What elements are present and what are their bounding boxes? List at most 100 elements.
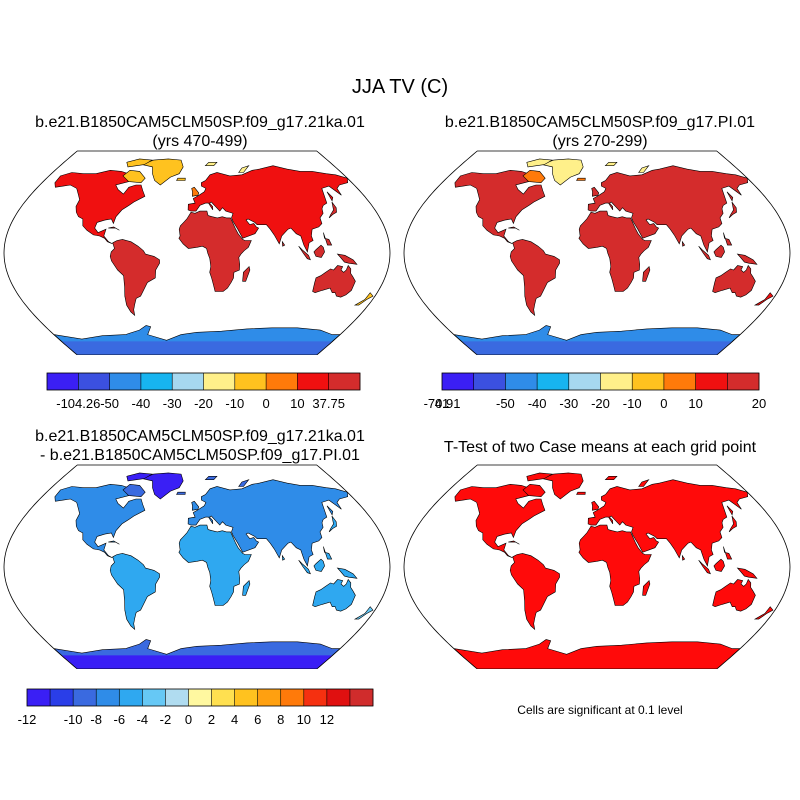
land-south-america <box>509 239 560 317</box>
land-iceland <box>576 177 586 181</box>
land-baffin-island <box>122 483 146 498</box>
land-ellesmere <box>526 472 554 482</box>
colorbar-swatch <box>142 689 166 706</box>
significance-note: Cells are significant at 0.1 level <box>517 703 683 717</box>
colorbar-tick-label: -20 <box>194 396 213 411</box>
map-boundary <box>3 464 391 669</box>
land-eurasia <box>587 165 749 253</box>
colorbar-tick-label: -6 <box>114 712 126 727</box>
land-sri-lanka <box>281 240 286 247</box>
colorbar-swatch <box>203 373 236 390</box>
colorbar-swatch <box>473 373 506 390</box>
land-svalbard <box>604 162 618 166</box>
colorbar-tick-label: 2 <box>208 712 215 727</box>
land-madagascar <box>242 266 251 282</box>
colorbar-tick-label: 41 <box>435 396 449 411</box>
colorbar-tick-label: -10 <box>64 712 83 727</box>
colorbar-tick-label: -4 <box>137 712 149 727</box>
colorbar-swatch <box>349 689 374 706</box>
antarctica-pole <box>469 662 725 669</box>
land-borneo <box>313 558 325 572</box>
land-great-britain <box>191 500 200 511</box>
colorbar-swatch <box>234 373 267 390</box>
colorbar-difference: -12 -10 -8 -6 -4 -2 0 2 4 6 8 10 12 <box>18 688 374 727</box>
land-eurasia <box>187 479 349 567</box>
land-svalbard <box>204 476 218 480</box>
land-philippines <box>323 546 333 560</box>
land-iceland <box>576 491 586 495</box>
colorbar-tick-label: -70.91 <box>424 396 461 411</box>
colorbar-swatch <box>78 373 110 390</box>
land-sakhalin <box>326 191 334 202</box>
land-north-america <box>454 169 546 245</box>
colorbar-tick-label: -30 <box>559 396 578 411</box>
panel3-title-line1: b.e21.B1850CAM5CLM50SP.f09_g17.21ka.01 <box>35 428 365 445</box>
land-philippines <box>323 232 333 246</box>
land-madagascar <box>242 580 251 596</box>
land-africa <box>178 524 252 606</box>
panel3-title-line2: - b.e21.B1850CAM5CLM50SP.f09_g17.PI.01 <box>40 447 360 464</box>
land-north-america <box>54 483 146 559</box>
colorbar-swatch <box>303 689 328 706</box>
colorbar-tick-label: 10 <box>688 396 702 411</box>
panel2-title-line1: b.e21.B1850CAM5CLM50SP.f09_g17.PI.01 <box>444 114 756 131</box>
land-novaya-zemlya <box>638 479 650 487</box>
antarctica-pole <box>69 662 325 669</box>
panel4-title: T-Test of two Case means at each grid po… <box>443 439 757 456</box>
colorbar-swatch <box>172 373 204 390</box>
colorbar-swatch <box>188 689 212 706</box>
colorbar-tick-label: 10 <box>297 712 311 727</box>
land-australia <box>712 264 756 298</box>
land-north-america <box>454 483 546 559</box>
colorbar-frame <box>26 688 374 707</box>
land-novaya-zemlya <box>238 479 250 487</box>
colorbar-swatch <box>119 689 143 706</box>
map-boundary <box>403 464 791 669</box>
colorbar-swatch <box>211 689 235 706</box>
land-great-britain <box>591 186 600 197</box>
land-greenland <box>540 472 584 500</box>
land-australia <box>312 264 356 298</box>
colorbar-tick-label: 6 <box>254 712 261 727</box>
colorbar-pi: -70.91 -50 -40 -30 -20 -10 0 10 20 41 <box>424 372 766 411</box>
land-japan <box>328 201 337 219</box>
land-borneo <box>713 244 725 258</box>
colorbar-swatch <box>257 689 282 706</box>
land-japan <box>328 515 337 533</box>
map-boundary <box>403 150 791 355</box>
antarctica-pole <box>469 348 725 355</box>
colorbar-21ka: -104.26 -50 -40 -30 -20 -10 0 10 37.75 <box>46 372 361 411</box>
colorbar-tick-label: 12 <box>320 712 334 727</box>
map-panel-pi <box>403 150 791 355</box>
land-svalbard <box>604 476 618 480</box>
land-eurasia <box>187 165 349 253</box>
colorbar-tick-label: -104.26 <box>56 396 100 411</box>
colorbar-swatch <box>47 373 79 390</box>
land-new-guinea <box>736 567 758 579</box>
land-ellesmere <box>126 158 154 168</box>
colorbar-swatch <box>442 373 474 390</box>
land-greenland <box>140 472 184 500</box>
land-philippines <box>723 232 733 246</box>
land-ellesmere <box>526 158 554 168</box>
land-new-zealand <box>753 606 774 620</box>
land-new-guinea <box>336 253 358 265</box>
colorbar-tick-label: 20 <box>752 396 766 411</box>
land-new-zealand <box>753 292 774 306</box>
colorbar-tick-label: 8 <box>277 712 284 727</box>
land-baffin-island <box>122 169 146 184</box>
land-greenland <box>140 158 184 186</box>
land-madagascar <box>642 580 651 596</box>
land-south-america <box>109 239 160 317</box>
colorbar-tick-label: -20 <box>591 396 610 411</box>
land-philippines <box>723 546 733 560</box>
colorbar-swatch <box>280 689 305 706</box>
land-sakhalin <box>726 191 734 202</box>
colorbar-swatch <box>328 373 361 390</box>
land-africa <box>178 210 252 292</box>
colorbar-swatch <box>165 689 189 706</box>
colorbar-swatch <box>663 373 696 390</box>
land-south-america <box>109 553 160 631</box>
colorbar-swatch <box>600 373 633 390</box>
colorbar-tick-label: -10 <box>623 396 642 411</box>
